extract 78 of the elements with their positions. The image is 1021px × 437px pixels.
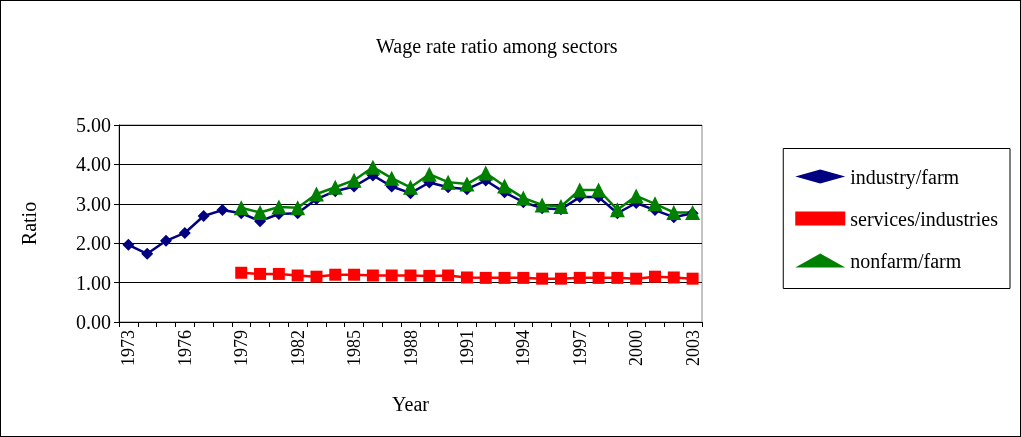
y-tick-label: 1.00 bbox=[76, 271, 111, 294]
y-tick-label: 3.00 bbox=[76, 192, 111, 215]
x-tick-label: 1976 bbox=[174, 330, 195, 366]
point bbox=[628, 188, 644, 204]
point bbox=[592, 271, 605, 284]
x-tick-label: 1982 bbox=[287, 330, 308, 366]
y-tick-label: 4.00 bbox=[76, 153, 111, 176]
y-tick-label: 5.00 bbox=[76, 114, 111, 136]
point bbox=[141, 247, 154, 260]
point bbox=[498, 271, 511, 284]
point bbox=[553, 199, 569, 215]
legend-label: industry/farm bbox=[850, 165, 960, 189]
point bbox=[479, 271, 492, 284]
x-tick-label: 2000 bbox=[626, 330, 647, 366]
x-tick-label: 1985 bbox=[344, 330, 365, 366]
point bbox=[346, 172, 362, 188]
point bbox=[442, 269, 455, 282]
x-tick-label: 1979 bbox=[231, 330, 252, 366]
point bbox=[591, 182, 607, 198]
point bbox=[271, 199, 287, 215]
point bbox=[308, 186, 324, 202]
point bbox=[517, 271, 530, 284]
point bbox=[421, 166, 437, 182]
point bbox=[384, 170, 400, 186]
point bbox=[178, 226, 191, 239]
point bbox=[515, 190, 531, 206]
chart-title: Wage rate ratio among sectors bbox=[376, 35, 618, 58]
point bbox=[252, 204, 268, 220]
point bbox=[348, 268, 361, 281]
legend-label: nonfarm/farm bbox=[850, 249, 962, 272]
point bbox=[648, 270, 661, 283]
x-tick-label: 1973 bbox=[118, 330, 139, 366]
point bbox=[122, 238, 135, 251]
point bbox=[310, 270, 323, 283]
point bbox=[459, 176, 475, 192]
y-tick-label: 2.00 bbox=[76, 232, 111, 255]
point bbox=[272, 267, 285, 280]
point bbox=[160, 234, 173, 247]
point bbox=[385, 269, 398, 282]
point bbox=[254, 267, 267, 280]
x-tick-label: 1997 bbox=[569, 330, 590, 366]
point bbox=[291, 269, 304, 282]
point bbox=[554, 272, 567, 285]
y-axis-title: Ratio bbox=[18, 201, 40, 246]
x-tick-label: 1991 bbox=[456, 330, 477, 366]
point bbox=[404, 269, 417, 282]
point bbox=[327, 179, 343, 195]
x-tick-label: 1994 bbox=[513, 330, 534, 366]
y-tick-label: 0.00 bbox=[76, 311, 111, 333]
point bbox=[497, 178, 513, 194]
point bbox=[666, 204, 682, 220]
point bbox=[197, 210, 210, 223]
point bbox=[290, 200, 306, 216]
point bbox=[536, 272, 549, 285]
point bbox=[216, 204, 229, 217]
point bbox=[423, 269, 436, 282]
point bbox=[630, 272, 643, 285]
point bbox=[609, 202, 625, 218]
point bbox=[611, 271, 624, 284]
point bbox=[572, 182, 588, 198]
point bbox=[534, 197, 550, 213]
x-axis-title: Year bbox=[392, 393, 430, 415]
point bbox=[647, 196, 663, 212]
x-tick-label: 1988 bbox=[400, 330, 421, 366]
point bbox=[440, 174, 456, 190]
point bbox=[329, 268, 342, 281]
point bbox=[667, 271, 680, 284]
x-tick-label: 2003 bbox=[682, 330, 703, 366]
point bbox=[235, 266, 248, 279]
point bbox=[573, 271, 586, 284]
point bbox=[365, 159, 381, 175]
legend-label: services/industries bbox=[850, 207, 999, 230]
point bbox=[686, 272, 699, 285]
point bbox=[403, 179, 418, 195]
point bbox=[233, 200, 249, 216]
point bbox=[460, 271, 473, 284]
point bbox=[478, 165, 494, 181]
point bbox=[366, 269, 379, 282]
